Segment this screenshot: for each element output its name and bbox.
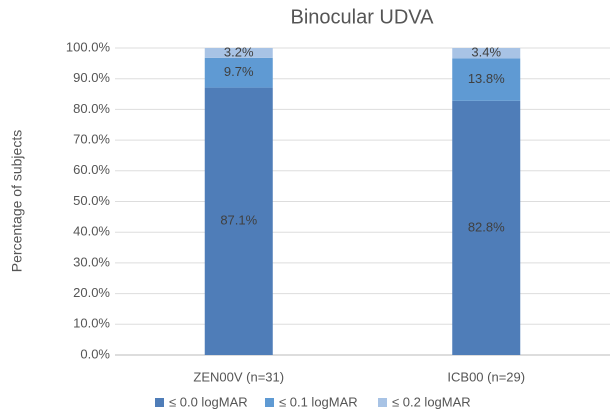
legend-swatch xyxy=(378,398,387,407)
bar-segment xyxy=(204,48,273,58)
legend-label: ≤ 0.1 logMAR xyxy=(279,394,358,409)
bar-segment xyxy=(204,87,273,355)
chart-title: Binocular UDVA xyxy=(290,6,434,28)
data-label: 3.2% xyxy=(224,44,254,59)
y-tick-label: 10.0% xyxy=(73,316,110,331)
y-tick-label: 80.0% xyxy=(73,101,110,116)
y-tick-label: 90.0% xyxy=(73,70,110,85)
y-tick-label: 0.0% xyxy=(80,346,110,361)
data-label: 87.1% xyxy=(220,213,257,228)
x-tick-label: ICB00 (n=29) xyxy=(447,369,525,384)
y-tick-label: 50.0% xyxy=(73,193,110,208)
y-tick-label: 40.0% xyxy=(73,224,110,239)
bar-segment xyxy=(452,48,521,59)
data-label: 82.8% xyxy=(468,219,505,234)
legend-label: ≤ 0.2 logMAR xyxy=(392,394,471,409)
bar-segment xyxy=(452,100,521,355)
data-label: 13.8% xyxy=(468,71,505,86)
y-tick-label: 70.0% xyxy=(73,132,110,147)
bar-segment xyxy=(204,57,273,88)
legend-swatch xyxy=(155,398,164,407)
data-label: 3.4% xyxy=(471,45,501,60)
y-tick-label: 60.0% xyxy=(73,162,110,177)
y-tick-label: 100.0% xyxy=(66,39,111,54)
y-tick-label: 30.0% xyxy=(73,254,110,269)
bar-segment xyxy=(452,58,521,101)
legend-label: ≤ 0.0 logMAR xyxy=(169,394,248,409)
data-label: 9.7% xyxy=(224,64,254,79)
y-tick-label: 20.0% xyxy=(73,285,110,300)
y-axis-label: Percentage of subjects xyxy=(9,130,25,272)
x-tick-label: ZEN00V (n=31) xyxy=(193,369,284,384)
legend-swatch xyxy=(265,398,274,407)
